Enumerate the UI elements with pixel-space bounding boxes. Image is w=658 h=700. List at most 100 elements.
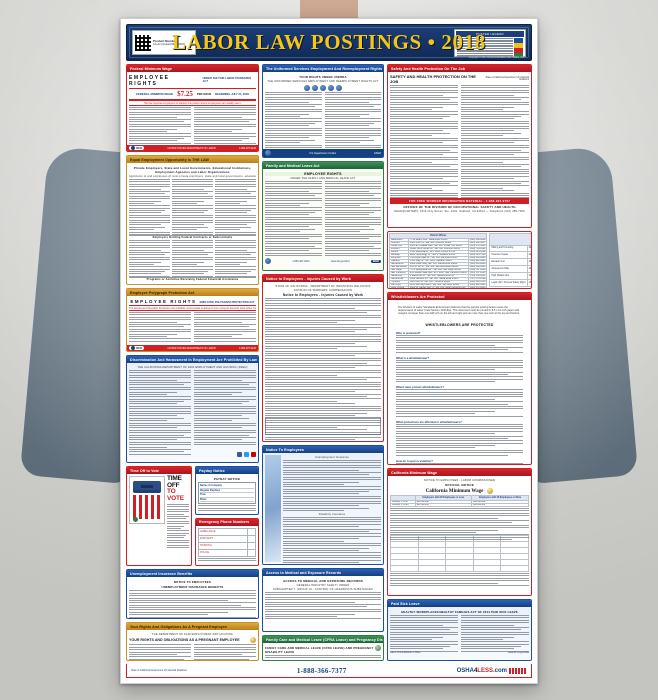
emergency-value[interactable] [247,527,256,536]
employee-rights-heading: EMPLOYEE RIGHTS [130,299,197,304]
panel-time-off-to-vote: Time Off to Vote TIME OFF TO VOTE [126,466,192,567]
emergency-value[interactable] [247,541,256,550]
camw-row-large: $11.00/hour [471,503,529,507]
panel-body-text [324,92,381,149]
minimum-wage-bar: FEDERAL MINIMUM WAGE $7.25 PER HOUR BEGI… [129,88,256,100]
district-offices-table: District Offices Bakersfield 7718 Meany A… [388,233,488,288]
office-name: Mining and Tunneling [489,244,528,253]
panel-body-text [283,516,381,564]
panel-title: Equal Employment Opportunity is THE LAW [127,156,258,163]
safety-heading: SAFETY AND HEALTH PROTECTION ON THE JOB [390,74,476,84]
whd-seal-icon [131,346,135,350]
panel-payday-notice: Payday Notice PAYDAY NOTICE Name of Comp… [195,466,259,515]
whd-badge: WHD [129,346,145,350]
poster-legend-caption: POSTER LEGEND [456,31,524,37]
emergency-label: HOSPITAL [197,541,249,550]
office-address: 2211 Park Towne Cir., Ste. 1, Sacramento… [526,251,531,260]
qr-code-icon [135,34,151,51]
office-address: 2211 Park Towne Cir., Ste. 1, Sacramento… [526,244,531,253]
panel-title: Whistleblowers Are Protected [388,293,531,300]
poster-board: Federal Minimum Wage EMPLOYEE RIGHTS UND… [126,64,532,661]
panel-discrimination-harassment: Discrimination And Harassment In Employm… [126,355,259,463]
panel-title: Federal Minimum Wage [127,65,258,72]
panel-body-text [172,240,213,277]
panel-body-text [129,590,256,618]
safety-offices-sub: HEADQUARTERS: 1515 Clay Street, Ste. 190… [394,210,525,213]
panel-california-minimum-wage: California Minimum Wage NOTICE TO EMPLOY… [387,468,532,596]
panel-body-text [390,85,458,199]
panel-cfra-pregnancy-disability-leave: Family Care and Medical Leave (CFRA Leav… [262,635,384,661]
vets-seal-icon [312,85,318,91]
panel-title: California Minimum Wage [388,469,531,476]
panel-title: Your Rights And Obligations As A Pregnan… [127,623,258,631]
whistleblower-faq: What protections are afforded to whistle… [396,419,462,424]
vote-headline-1: TIME OFF [167,475,182,489]
panel-body-text [198,505,256,513]
panel-body-text [396,423,523,456]
dwc-line-1: STATE OF CALIFORNIA - DEPARTMENT OF INDU… [275,285,371,288]
poster-masthead: Product Number CA-A1 (revised 06/13/2017… [126,24,532,61]
panel-body-text [390,508,529,541]
emergency-label: FIRE DEPT. [197,534,249,543]
brand-stripes-icon [508,667,527,674]
ntoe-section-1: Unemployment Insurance [315,456,349,459]
poster-legend-lines [457,38,513,58]
panel-userra: The Uniformed Services Employment And Re… [262,64,384,158]
panel-body-text [215,240,256,277]
youtube-icon[interactable] [251,452,256,457]
panel-title: Unemployment Insurance Benefits [127,570,258,578]
panel-body-text [129,240,170,277]
panel-title: Family and Medical Leave Act [263,162,383,169]
whd-badge: WHD [129,146,145,150]
panel-body-text [172,179,213,235]
poster-column-left: Federal Minimum Wage EMPLOYEE RIGHTS UND… [126,64,259,661]
office-phone: (626) 472-0046 [467,286,488,288]
dol-seal-icon [304,85,310,91]
whistleblower-faq: Who is protected? [396,331,421,335]
panel-body-text [129,179,170,235]
panel-emergency-phone-numbers: Emergency Phone Numbers AMBULANCE FIRE D… [195,517,259,567]
panel-body-text [194,312,256,342]
userra-agency-seals [265,84,381,92]
osc-seal-icon [328,85,334,91]
payday-field-label: Name of Company [200,484,222,488]
psl-website[interactable]: www.dir.ca.gov/dlse [508,651,529,654]
panel-body-text [265,298,381,441]
emergency-value[interactable] [247,534,256,543]
panel-employee-polygraph-protection-act: Employee Polygraph Protection Act EMPLOY… [126,288,259,352]
facebook-icon[interactable] [237,452,242,457]
panel-body-text [167,504,189,565]
panel-body-text [129,370,191,455]
psl-heading: HEALTHY WORKPLACES/HEALTHY FAMILIES ACT … [401,610,518,614]
dfeh-subtitle: THE CALIFORNIA DEPARTMENT OF FAIR EMPLOY… [137,366,248,369]
payday-field-label: Time [200,493,206,497]
footer-left-note: State of California Department of Indust… [131,668,187,672]
emergency-value[interactable] [247,548,256,557]
pregnant-heading: YOUR RIGHTS AND OBLIGATIONS AS A PREGNAN… [129,638,240,643]
panel-title: Time Off to Vote [127,467,191,474]
office-name: West Covina [389,286,409,288]
product-number-value: CA-A1 (revised 06/13/2017) [153,43,186,46]
office-name: Elevator Unit [489,258,528,267]
ui-notice: NOTICE TO EMPLOYEES [173,580,212,585]
panel-body-text [390,573,529,595]
psl-agency: Labor Commissioner's Office [390,651,421,654]
wage-schedule-grid [390,535,529,572]
whistleblower-faq: Which laws protect whistleblowers? [396,385,445,390]
camw-row-date: January 1, 2018 [390,503,416,507]
panel-body-text [396,462,523,464]
emergency-label: POLICE [197,548,249,557]
field-offices-header: Bureau of Field Offices [489,233,531,246]
wage-hour-footer: WHD UNITED STATES DEPARTMENT OF LABOR 1-… [127,345,258,351]
panel-body-text [396,359,523,383]
product-number-label: Product Number CA-A1 (revised 06/13/2017… [132,30,196,55]
payday-form[interactable]: Name of Company Regular Paydays Time Pla… [198,482,256,505]
panel-unemployment-insurance-benefits: Unemployment Insurance Benefits NOTICE T… [126,569,259,620]
panel-safety-health-protection: Safety And Health Protection On The Job … [387,64,532,228]
safety-offices-heading: OFFICES OF THE DIVISION OF OCCUPATIONAL … [403,205,516,209]
office-address: 2211 Park Towne Cir., Ste. 1, Sacramento… [526,265,531,274]
twitter-icon[interactable] [244,452,249,457]
camw-official-notice: OFFICIAL NOTICE [445,483,474,487]
fmla-contact: 1-866-487-9243 [292,259,310,263]
poster-column-middle: The Uniformed Services Employment And Re… [262,64,384,661]
